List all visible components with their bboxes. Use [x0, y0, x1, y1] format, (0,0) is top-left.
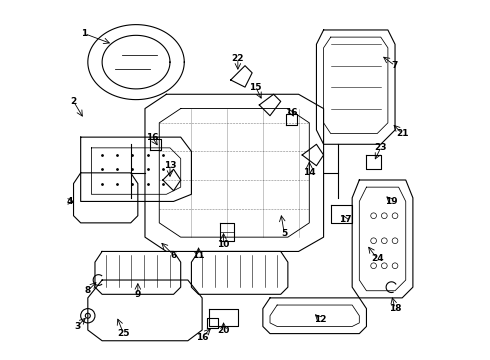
Text: 16: 16 — [146, 132, 158, 141]
Text: 14: 14 — [303, 168, 316, 177]
Text: 2: 2 — [71, 97, 76, 106]
Text: 25: 25 — [117, 329, 130, 338]
Text: 13: 13 — [164, 161, 176, 170]
Text: 7: 7 — [392, 61, 398, 70]
Text: 11: 11 — [192, 251, 205, 260]
Text: 17: 17 — [339, 215, 351, 224]
Text: 20: 20 — [218, 325, 230, 334]
Text: 18: 18 — [389, 304, 401, 313]
Text: 8: 8 — [85, 286, 91, 295]
Text: 19: 19 — [385, 197, 398, 206]
Text: 6: 6 — [171, 251, 177, 260]
Text: 24: 24 — [371, 254, 384, 263]
Text: 16: 16 — [285, 108, 298, 117]
Text: 1: 1 — [81, 29, 87, 38]
Text: 21: 21 — [396, 129, 409, 138]
Text: 12: 12 — [314, 315, 326, 324]
Text: 4: 4 — [67, 197, 73, 206]
Text: 15: 15 — [249, 83, 262, 92]
Text: 22: 22 — [232, 54, 244, 63]
Text: 3: 3 — [74, 322, 80, 331]
Text: 10: 10 — [218, 240, 230, 249]
Text: 23: 23 — [374, 143, 387, 152]
Text: 9: 9 — [135, 290, 141, 299]
Text: 16: 16 — [196, 333, 208, 342]
Text: 5: 5 — [281, 229, 288, 238]
